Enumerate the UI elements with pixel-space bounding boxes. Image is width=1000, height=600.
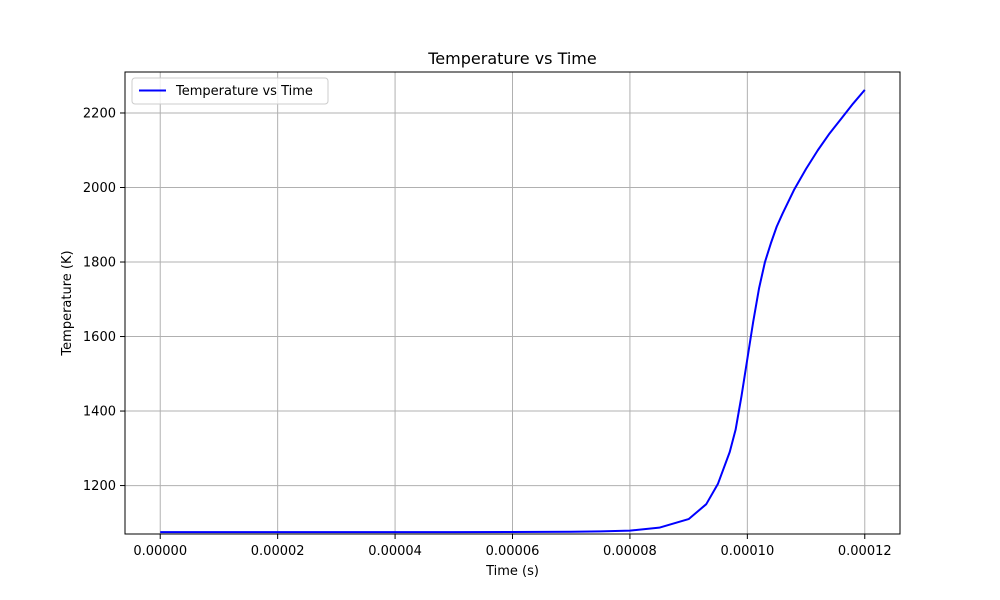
series-line: [160, 89, 866, 534]
x-axis-label: Time (s): [485, 564, 539, 579]
x-tick-label: 0.00000: [133, 544, 187, 559]
y-tick-label: 1600: [83, 330, 116, 345]
y-tick-label: 1200: [83, 479, 116, 494]
x-tick-label: 0.00004: [368, 544, 422, 559]
x-tick-label: 0.00008: [603, 544, 657, 559]
x-tick-label: 0.00002: [251, 544, 305, 559]
x-axis-ticks: 0.00000 0.00002 0.00004 0.00006 0.00008 0.000…: [133, 534, 892, 559]
legend-label: Temperature vs Time: [175, 84, 313, 99]
y-tick-label: 1400: [83, 405, 116, 420]
series-layer: [160, 89, 866, 534]
y-tick-label: 2000: [83, 181, 116, 196]
y-axis-ticks: 1200 1400 1600 1800 2000 2200: [83, 106, 125, 494]
y-tick-label: 2200: [83, 106, 116, 121]
legend-box: [131, 77, 329, 105]
chart-title: Temperature vs Time: [427, 49, 596, 68]
y-tick-label: 1800: [83, 256, 116, 271]
x-tick-label: 0.00010: [720, 544, 774, 559]
x-tick-label: 0.00006: [486, 544, 540, 559]
legend: Temperature vs Time: [131, 77, 329, 105]
y-axis-label: Temperature (K): [60, 250, 75, 356]
grid: [125, 72, 900, 534]
x-tick-label: 0.00012: [838, 544, 892, 559]
